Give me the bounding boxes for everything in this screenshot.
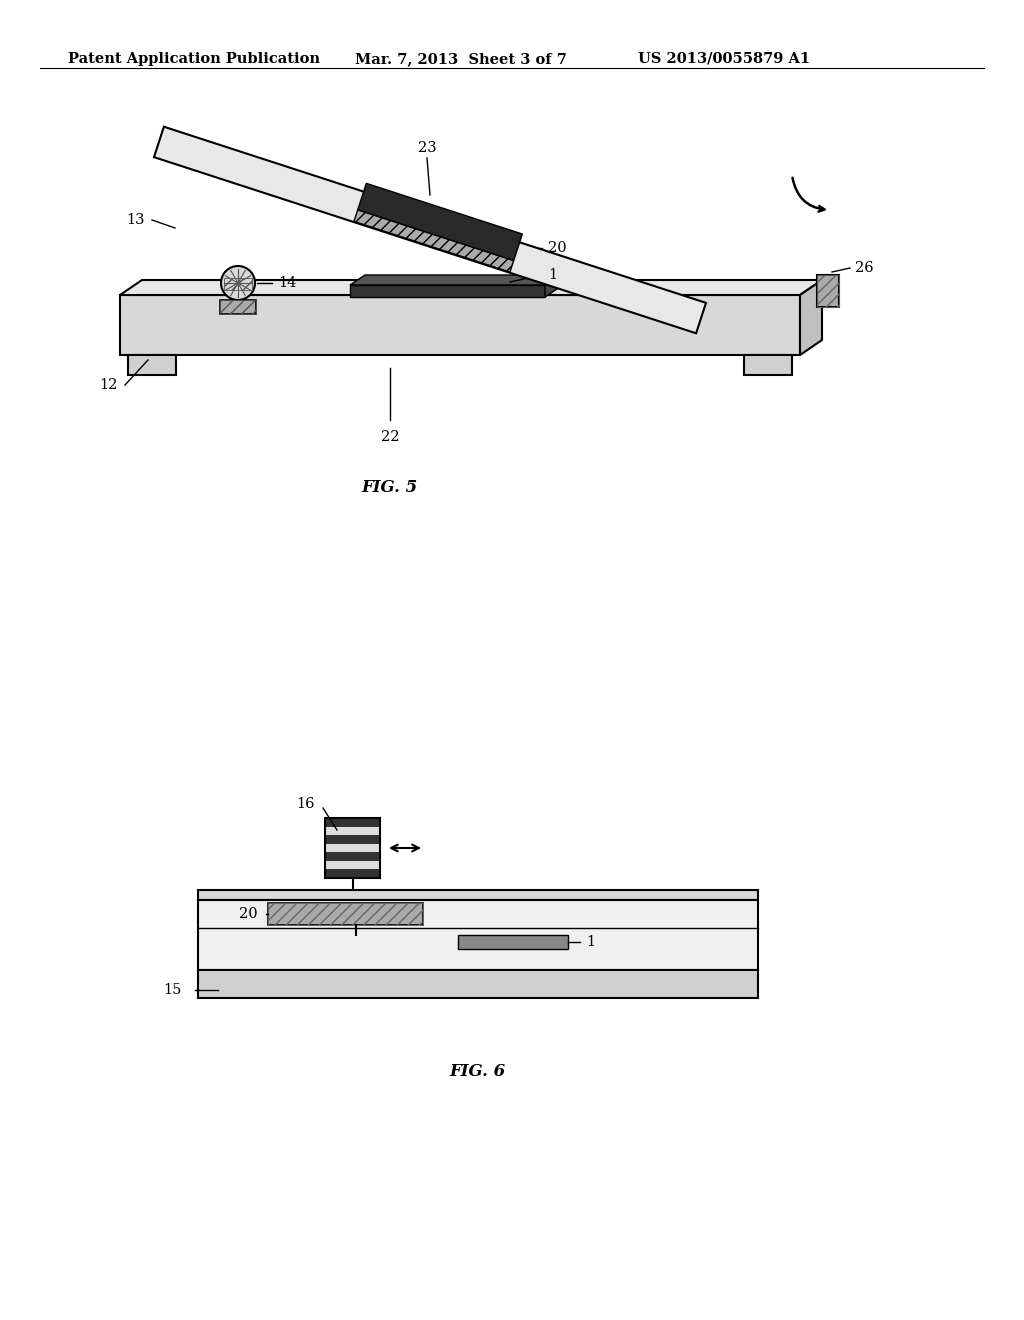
Text: 12: 12 [99, 378, 118, 392]
Polygon shape [325, 853, 380, 861]
Text: US 2013/0055879 A1: US 2013/0055879 A1 [638, 51, 810, 66]
Polygon shape [325, 826, 380, 836]
Text: Patent Application Publication: Patent Application Publication [68, 51, 319, 66]
Text: 22: 22 [381, 430, 399, 444]
Polygon shape [817, 275, 839, 308]
Polygon shape [545, 275, 560, 297]
Polygon shape [350, 275, 560, 285]
Text: 13: 13 [127, 213, 145, 227]
Polygon shape [198, 900, 758, 970]
Polygon shape [198, 890, 758, 900]
Polygon shape [354, 210, 514, 272]
Polygon shape [120, 280, 822, 294]
Text: 20: 20 [548, 242, 566, 255]
Polygon shape [325, 818, 380, 826]
Text: 20: 20 [240, 907, 258, 921]
Polygon shape [325, 870, 380, 878]
Polygon shape [800, 280, 822, 355]
Text: 16: 16 [297, 797, 315, 810]
Polygon shape [268, 903, 423, 925]
Text: 1: 1 [586, 935, 595, 949]
Text: 1: 1 [548, 268, 557, 282]
Polygon shape [198, 970, 758, 998]
Polygon shape [325, 836, 380, 843]
Text: FIG. 5: FIG. 5 [361, 479, 418, 496]
Polygon shape [744, 355, 792, 375]
Text: Mar. 7, 2013  Sheet 3 of 7: Mar. 7, 2013 Sheet 3 of 7 [355, 51, 567, 66]
Polygon shape [458, 935, 568, 949]
Polygon shape [325, 843, 380, 853]
Circle shape [221, 267, 255, 300]
Text: 26: 26 [855, 261, 873, 275]
Text: 15: 15 [164, 983, 182, 997]
Polygon shape [120, 294, 800, 355]
Text: FIG. 6: FIG. 6 [450, 1064, 506, 1081]
Polygon shape [224, 279, 252, 290]
Text: 23: 23 [418, 141, 436, 154]
Polygon shape [128, 355, 176, 375]
Polygon shape [357, 183, 522, 260]
Text: 14: 14 [278, 276, 296, 290]
Polygon shape [325, 861, 380, 870]
Polygon shape [220, 300, 256, 314]
Polygon shape [154, 127, 706, 333]
Polygon shape [350, 285, 545, 297]
